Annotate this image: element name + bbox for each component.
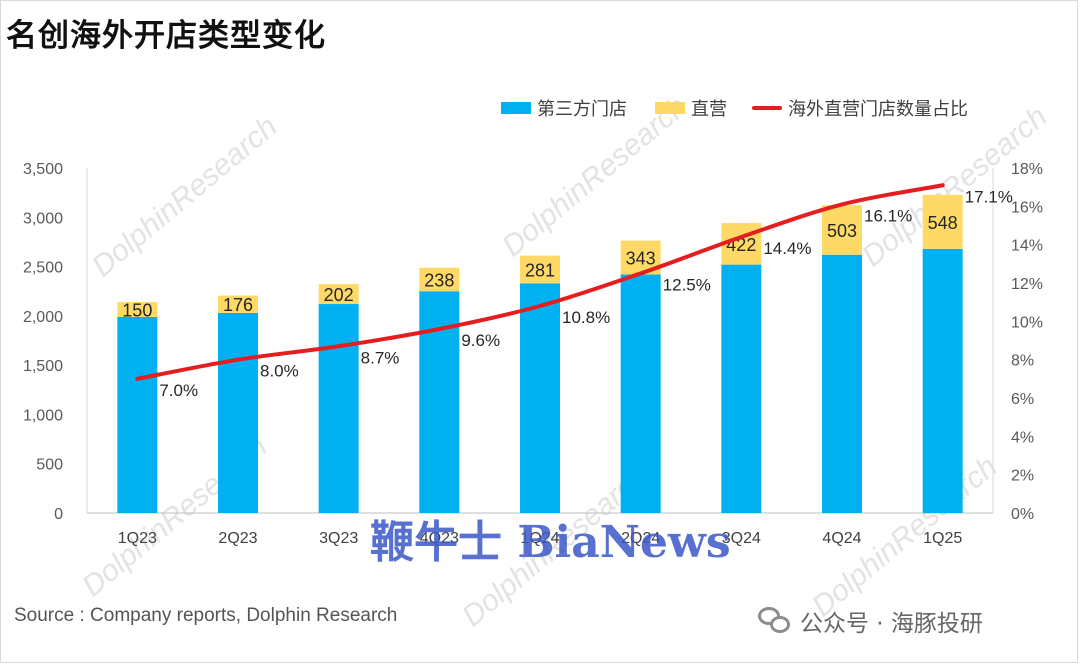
- y-left-tick-label: 2,500: [23, 260, 63, 277]
- wechat-account: 公众号 · 海豚投研: [758, 604, 983, 638]
- x-tick-label: 2Q24: [621, 530, 660, 547]
- source-note: Source : Company reports, Dolphin Resear…: [14, 605, 398, 626]
- y-right-tick-label: 6%: [1011, 391, 1034, 408]
- y-right-tick-label: 14%: [1011, 238, 1043, 255]
- ratio-value-label: 8.0%: [260, 362, 299, 381]
- x-tick-label: 2Q23: [218, 530, 257, 547]
- bar-direct-value-label: 176: [223, 295, 253, 315]
- bar-direct: [520, 255, 560, 284]
- x-tick-label: 4Q23: [420, 530, 459, 547]
- ratio-value-label: 9.6%: [461, 331, 500, 350]
- bar-direct-value-label: 281: [525, 260, 555, 280]
- y-right-tick-label: 2%: [1011, 468, 1034, 485]
- ratio-value-label: 7.0%: [159, 381, 198, 400]
- bar-third-party: [922, 248, 963, 514]
- y-left-tick-label: 500: [36, 457, 63, 474]
- bar-direct: [117, 302, 158, 317]
- legend-swatch-ratio: [752, 106, 782, 110]
- bar-third-party: [218, 312, 258, 513]
- legend-item-ratio: 海外直营门店数量占比: [752, 95, 968, 121]
- bar-third-party: [721, 264, 762, 513]
- y-right-tick-label: 18%: [1011, 161, 1043, 178]
- legend-label-ratio: 海外直营门店数量占比: [788, 99, 968, 120]
- legend-item-direct: 直营: [655, 95, 727, 121]
- y-left-tick-label: 1,000: [23, 407, 63, 424]
- bar-direct: [419, 267, 460, 292]
- ratio-value-label: 16.1%: [864, 206, 912, 225]
- bar-third-party: [620, 274, 661, 513]
- bar-direct-value-label: 238: [424, 270, 454, 290]
- bar-direct: [218, 295, 258, 313]
- x-tick-label: 1Q23: [118, 530, 157, 547]
- bar-direct: [822, 205, 862, 255]
- ratio-line: [135, 183, 945, 381]
- y-left-tick-label: 3,000: [23, 210, 63, 227]
- legend-swatch-third-party: [501, 102, 531, 114]
- y-right-tick-label: 8%: [1011, 353, 1034, 370]
- y-right-tick-label: 12%: [1011, 276, 1043, 293]
- y-left-tick-label: 1,500: [23, 358, 63, 375]
- x-tick-label: 1Q25: [923, 530, 962, 547]
- bianews-watermark: 鞭牛士 BiaNews: [370, 517, 731, 568]
- y-left-tick-label: 2,000: [23, 309, 63, 326]
- chart-title: 名创海外开店类型变化: [6, 18, 326, 54]
- bar-third-party: [117, 316, 158, 513]
- legend-label-direct: 直营: [691, 99, 727, 120]
- ratio-value-label: 12.5%: [663, 275, 711, 294]
- legend-item-third-party: 第三方门店: [501, 95, 627, 121]
- ratio-value-label: 17.1%: [965, 187, 1013, 206]
- wechat-account-label: 公众号 · 海豚投研: [800, 611, 983, 637]
- legend-swatch-direct: [655, 102, 685, 114]
- legend: 第三方门店 直营 海外直营门店数量占比: [0, 95, 1080, 121]
- bar-direct-value-label: 548: [928, 213, 958, 233]
- y-right-tick-label: 0%: [1011, 506, 1034, 523]
- ratio-value-label: 14.4%: [763, 239, 811, 258]
- bar-third-party: [822, 254, 862, 513]
- bar-direct-value-label: 202: [324, 285, 354, 305]
- x-tick-label: 4Q24: [822, 530, 861, 547]
- ratio-value-label: 8.7%: [361, 348, 400, 367]
- bar-third-party: [318, 304, 359, 513]
- bar-direct-value-label: 343: [626, 249, 656, 269]
- ratio-value-label: 10.8%: [562, 308, 610, 327]
- legend-label-third-party: 第三方门店: [537, 99, 627, 120]
- x-tick-label: 3Q23: [319, 530, 358, 547]
- wechat-icon: [758, 607, 792, 635]
- x-tick-label: 1Q24: [520, 530, 559, 547]
- y-right-tick-label: 4%: [1011, 429, 1034, 446]
- bar-direct: [922, 194, 963, 249]
- y-right-tick-label: 10%: [1011, 314, 1043, 331]
- y-right-tick-label: 16%: [1011, 199, 1043, 216]
- bar-third-party: [520, 283, 560, 513]
- x-tick-label: 3Q24: [722, 530, 761, 547]
- bar-direct-value-label: 503: [827, 221, 857, 241]
- bar-direct-value-label: 150: [122, 300, 152, 320]
- y-left-tick-label: 0: [54, 506, 63, 523]
- bar-direct: [318, 284, 359, 305]
- y-left-tick-label: 3,500: [23, 161, 63, 178]
